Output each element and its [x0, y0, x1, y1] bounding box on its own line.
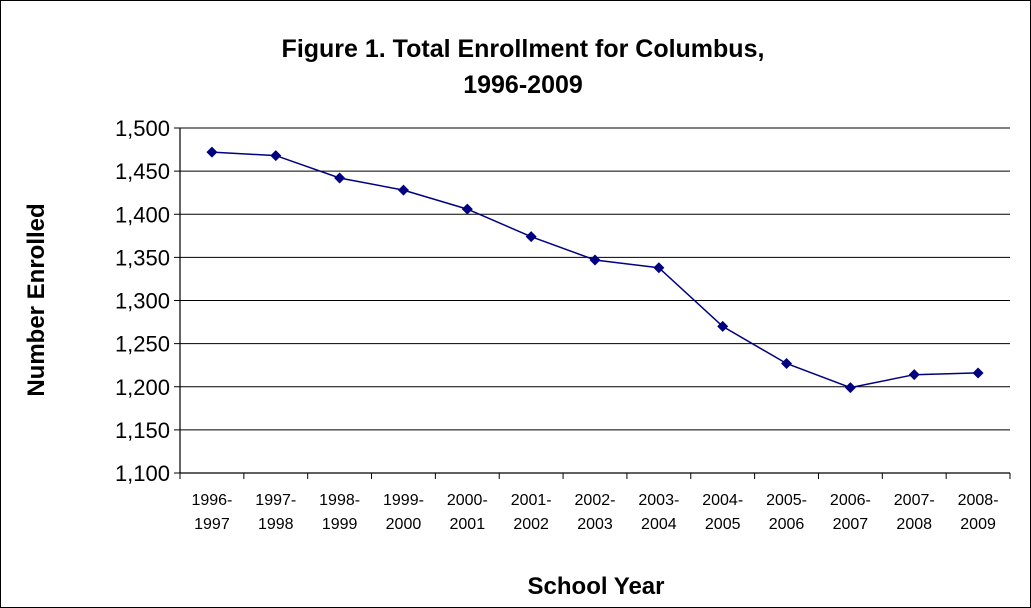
data-point-marker [781, 357, 793, 369]
x-axis-title: School Year [528, 573, 665, 600]
y-axis-title: Number Enrolled [23, 203, 50, 396]
data-point-marker [461, 203, 473, 215]
y-tick-label: 1,300 [115, 289, 170, 314]
x-tick-label: 1996-1997 [191, 492, 232, 533]
x-tick-label: 2002-2003 [575, 492, 616, 533]
data-point-marker [717, 320, 729, 332]
chart-title-line-2: 1996-2009 [463, 71, 583, 99]
gridlines [180, 127, 1010, 431]
chart-title-line-1: Figure 1. Total Enrollment for Columbus, [282, 35, 765, 63]
x-tick-label: 2001-2002 [511, 492, 552, 533]
data-point-marker [397, 184, 409, 196]
data-point-marker [844, 382, 856, 394]
y-tick-label: 1,450 [115, 159, 170, 184]
data-markers [206, 146, 984, 394]
data-point-marker [972, 367, 984, 379]
data-point-marker [206, 146, 218, 158]
data-point-marker [525, 231, 537, 243]
y-tick-label: 1,250 [115, 332, 170, 357]
y-tick-label: 1,200 [115, 375, 170, 400]
x-tick-label: 1998-1999 [319, 492, 360, 533]
y-tick-label: 1,150 [115, 418, 170, 443]
x-tick-label: 2008-2009 [958, 492, 999, 533]
x-tick-label: 1999-2000 [383, 492, 424, 533]
data-point-marker [653, 262, 665, 274]
data-point-marker [589, 254, 601, 266]
y-tick-label: 1,500 [115, 116, 170, 141]
x-tick-label: 2006-2007 [830, 492, 871, 533]
x-tick-label: 2000-2001 [447, 492, 488, 533]
series-line-total-enrollment [211, 151, 979, 389]
data-point-marker [908, 369, 920, 381]
data-point-marker [334, 172, 346, 184]
data-point-marker [270, 150, 282, 162]
x-tick-label: 2005-2006 [766, 492, 807, 533]
x-tick-label: 2003-2004 [638, 492, 679, 533]
x-tick-label: 2007-2008 [894, 492, 935, 533]
y-tick-label: 1,400 [115, 202, 170, 227]
y-tick-label: 1,100 [115, 461, 170, 486]
x-tick-label: 2004-2005 [702, 492, 743, 533]
y-tick-label: 1,350 [115, 245, 170, 270]
x-axis-ticks: 1996-1997 1997-1998 1998-1999 1999-2000 2000… [179, 473, 1011, 533]
y-axis-ticks: 1,100 1,150 1,200 1,250 1,300 1,350 1,400 1,450… [115, 116, 180, 486]
x-tick-label: 1997-1998 [255, 492, 296, 533]
